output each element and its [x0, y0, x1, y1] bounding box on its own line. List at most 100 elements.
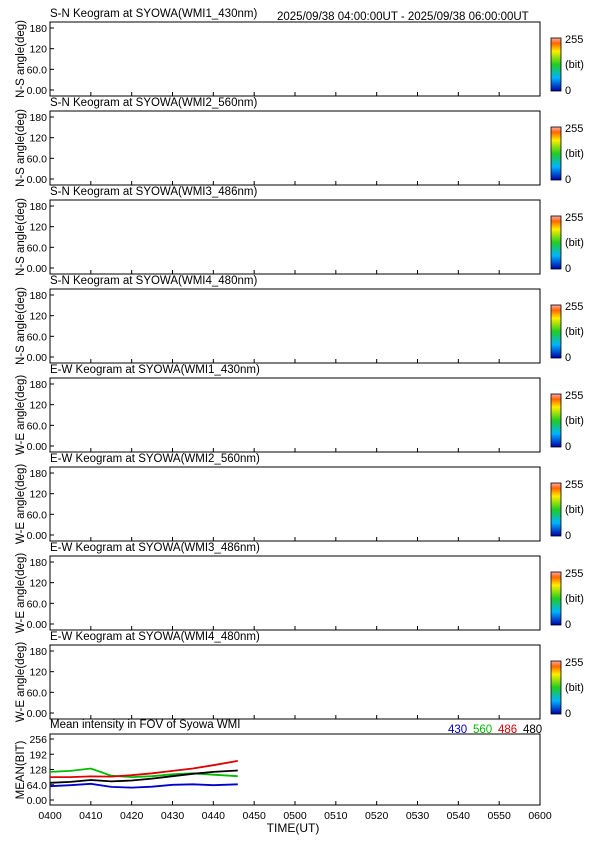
time-range-header: 2025/09/38 04:00:00UT - 2025/09/38 06:00… — [277, 11, 529, 23]
colorbar — [550, 304, 562, 359]
keogram-panel-2: S-N Keogram at SYOWA(WMI2_560nm)180 120 60… — [15, 97, 584, 187]
time-axis-label: TIME(UT) — [267, 821, 320, 835]
angle-tick-label: 60.0 — [27, 153, 48, 165]
series-line-486 — [50, 760, 238, 778]
angle-tick-label: 60.0 — [27, 331, 48, 343]
mean-x-tick-label: 0420 — [120, 810, 144, 822]
legend-430: 430 — [448, 724, 467, 736]
mean-x-tick-label: 0530 — [406, 810, 430, 822]
legend-480: 480 — [523, 724, 542, 736]
colorbar-min-label: 0 — [565, 85, 571, 97]
keogram-title: E-W Keogram at SYOWA(WMI1_430nm) — [50, 364, 260, 376]
colorbar-unit-label: (bit) — [565, 148, 584, 160]
keogram-title: E-W Keogram at SYOWA(WMI2_560nm) — [50, 453, 260, 465]
colorbar-min-label: 0 — [565, 263, 571, 275]
mean-y-tick-label: 192 — [29, 749, 47, 761]
legend: 430 560 486 480 — [448, 724, 542, 736]
keogram-title: E-W Keogram at SYOWA(WMI3_486nm) — [50, 542, 260, 554]
colorbar-min-label: 0 — [565, 352, 571, 364]
colorbar-unit-label: (bit) — [565, 326, 584, 338]
angle-tick-label: 0.00 — [27, 530, 48, 542]
keogram-ylabel: N-S angle(deg) — [15, 198, 27, 276]
keogram-ylabel: W-E angle(deg) — [15, 553, 27, 633]
mean-y-tick-label: 256 — [29, 734, 47, 746]
angle-tick-label: 0.00 — [27, 708, 48, 720]
colorbar — [550, 393, 562, 448]
mean-plot-frame — [49, 733, 541, 806]
colorbar-min-label: 0 — [565, 441, 571, 453]
mean-intensity-panel: Mean intensity in FOV of Syowa WMI 430 5… — [15, 719, 552, 835]
angle-tick-label: 60.0 — [27, 64, 48, 76]
colorbar-unit-label: (bit) — [565, 504, 584, 516]
mean-x-tick-label: 0430 — [161, 810, 185, 822]
colorbar-unit-label: (bit) — [565, 59, 584, 71]
angle-tick-label: 180 — [29, 468, 47, 480]
angle-tick-label: 120 — [29, 311, 47, 323]
keogram-plot-frame — [49, 377, 541, 453]
mean-ylabel: MEAN(BIT) — [15, 740, 27, 799]
angle-tick-label: 60.0 — [27, 687, 48, 699]
angle-tick-label: 120 — [29, 222, 47, 234]
keogram-plot-frame — [49, 466, 541, 542]
angle-tick-label: 0.00 — [27, 441, 48, 453]
angle-tick-label: 120 — [29, 489, 47, 501]
angle-tick-label: 60.0 — [27, 509, 48, 521]
angle-tick-label: 180 — [29, 290, 47, 302]
colorbar-min-label: 0 — [565, 708, 571, 720]
angle-tick-label: 120 — [29, 667, 47, 679]
angle-tick-label: 120 — [29, 133, 47, 145]
angle-tick-label: 0.00 — [27, 85, 48, 97]
keogram-ylabel: W-E angle(deg) — [15, 375, 27, 455]
keogram-panel-3: S-N Keogram at SYOWA(WMI3_486nm)180 120 60… — [15, 186, 584, 276]
colorbar — [550, 571, 562, 626]
keogram-plot-frame — [49, 288, 541, 364]
colorbar-max-label: 255 — [565, 657, 583, 669]
angle-tick-label: 60.0 — [27, 242, 48, 254]
angle-tick-label: 120 — [29, 578, 47, 590]
colorbar-max-label: 255 — [565, 212, 583, 224]
keogram-plot-frame — [49, 555, 541, 631]
keogram-plot-frame — [49, 199, 541, 275]
keogram-title: S-N Keogram at SYOWA(WMI2_560nm) — [50, 97, 257, 109]
series-line-480 — [49, 769, 238, 784]
mean-x-tick-label: 0540 — [447, 810, 471, 822]
colorbar — [550, 37, 562, 92]
keogram-title: E-W Keogram at SYOWA(WMI4_480nm) — [50, 631, 260, 643]
colorbar — [550, 660, 562, 715]
colorbar-min-label: 0 — [565, 174, 571, 186]
keogram-panel-1: S-N Keogram at SYOWA(WMI1_430nm)180 120 60… — [15, 8, 584, 98]
angle-tick-label: 180 — [29, 112, 47, 124]
keogram-ylabel: W-E angle(deg) — [15, 464, 27, 544]
angle-tick-label: 0.00 — [27, 352, 48, 364]
mean-panel-title: Mean intensity in FOV of Syowa WMI — [50, 719, 240, 731]
angle-tick-label: 60.0 — [27, 420, 48, 432]
colorbar-max-label: 255 — [565, 568, 583, 580]
mean-x-tick-label: 0520 — [365, 810, 389, 822]
mean-x-tick-label: 0450 — [242, 810, 266, 822]
colorbar-unit-label: (bit) — [565, 682, 584, 694]
keogram-plot-frame — [49, 110, 541, 186]
angle-tick-label: 60.0 — [27, 598, 48, 610]
mean-x-tick-label: 0400 — [38, 810, 62, 822]
keogram-panel-5: E-W Keogram at SYOWA(WMI1_430nm)180 120 60… — [15, 364, 584, 455]
keogram-title: S-N Keogram at SYOWA(WMI1_430nm) — [50, 8, 257, 20]
colorbar — [550, 482, 562, 537]
keogram-ylabel: N-S angle(deg) — [15, 20, 27, 98]
angle-tick-label: 120 — [29, 400, 47, 412]
keogram-ylabel: W-E angle(deg) — [15, 642, 27, 722]
angle-tick-label: 0.00 — [27, 619, 48, 631]
colorbar — [550, 126, 562, 181]
angle-tick-label: 180 — [29, 23, 47, 35]
angle-tick-label: 180 — [29, 379, 47, 391]
colorbar-max-label: 255 — [565, 390, 583, 402]
colorbar-max-label: 255 — [565, 479, 583, 491]
mean-y-tick-label: 128 — [29, 765, 47, 777]
angle-tick-label: 180 — [29, 201, 47, 213]
colorbar-max-label: 255 — [565, 34, 583, 46]
keogram-plot-frame — [49, 644, 541, 720]
keogram-title: S-N Keogram at SYOWA(WMI3_486nm) — [50, 186, 257, 198]
keogram-ylabel: N-S angle(deg) — [15, 109, 27, 187]
keogram-panels: S-N Keogram at SYOWA(WMI1_430nm)18012060… — [15, 8, 584, 722]
colorbar-max-label: 255 — [565, 123, 583, 135]
